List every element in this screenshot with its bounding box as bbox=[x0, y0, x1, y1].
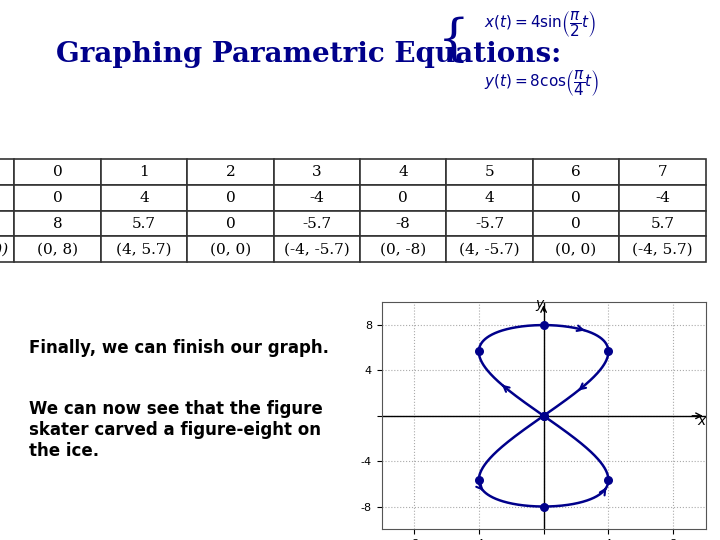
Text: x: x bbox=[698, 414, 706, 428]
Point bbox=[603, 476, 614, 485]
Point bbox=[473, 347, 485, 355]
Point bbox=[603, 347, 614, 355]
Point bbox=[538, 411, 549, 420]
Text: We can now see that the figure
skater carved a figure-eight on
the ice.: We can now see that the figure skater ca… bbox=[29, 400, 323, 460]
Text: $x(t) = 4\sin\!\left(\dfrac{\pi}{2}t\right)$: $x(t) = 4\sin\!\left(\dfrac{\pi}{2}t\rig… bbox=[484, 9, 595, 39]
Text: {: { bbox=[438, 17, 469, 66]
Point bbox=[473, 476, 485, 485]
Text: Graphing Parametric Equations:: Graphing Parametric Equations: bbox=[56, 41, 562, 68]
Point bbox=[538, 411, 549, 420]
Point bbox=[538, 502, 549, 511]
Text: $y(t) = 8\cos\!\left(\dfrac{\pi}{4}t\right)$: $y(t) = 8\cos\!\left(\dfrac{\pi}{4}t\rig… bbox=[484, 68, 599, 98]
Point bbox=[538, 321, 549, 329]
Text: y: y bbox=[536, 297, 544, 311]
Text: Finally, we can finish our graph.: Finally, we can finish our graph. bbox=[29, 339, 329, 356]
